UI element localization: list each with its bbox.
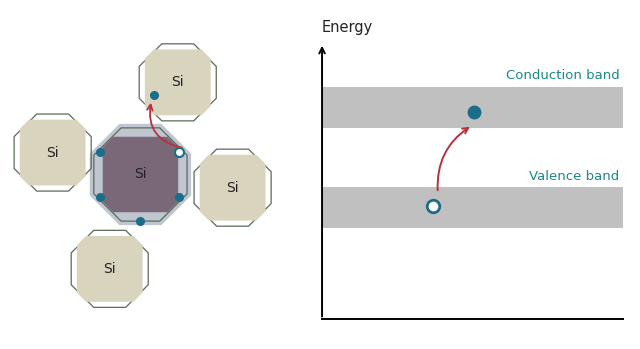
- Text: Si: Si: [227, 181, 239, 195]
- Polygon shape: [20, 120, 86, 185]
- Bar: [322, 187, 623, 228]
- Text: Si: Si: [134, 168, 147, 181]
- Polygon shape: [90, 124, 191, 225]
- Text: Si: Si: [46, 146, 59, 159]
- Bar: [322, 87, 623, 128]
- Text: Conduction band: Conduction band: [506, 69, 620, 82]
- Text: Si: Si: [172, 75, 184, 89]
- Polygon shape: [102, 137, 178, 212]
- Text: Energy: Energy: [322, 20, 373, 35]
- Polygon shape: [77, 236, 143, 302]
- Text: Valence band: Valence band: [529, 170, 620, 183]
- Polygon shape: [145, 50, 211, 115]
- Polygon shape: [200, 155, 266, 221]
- Text: Si: Si: [104, 262, 116, 276]
